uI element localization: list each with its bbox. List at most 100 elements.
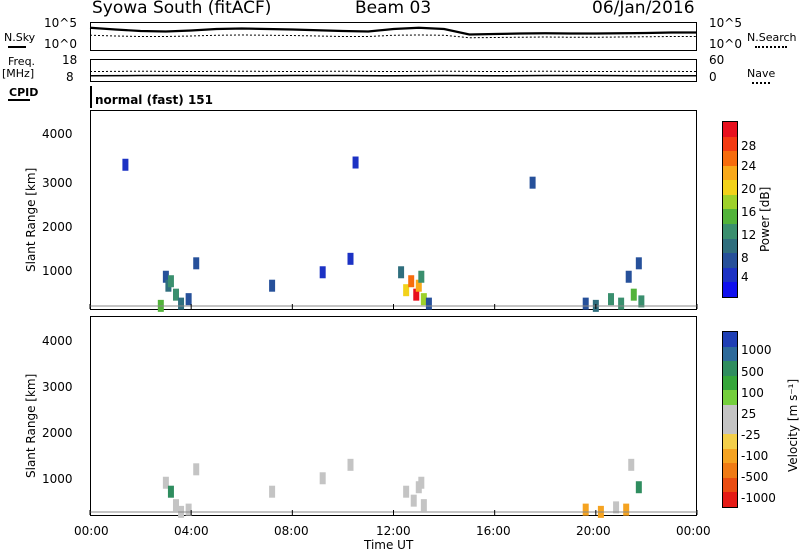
- xaxis-label: Time UT: [364, 538, 414, 552]
- velocity-cell: [418, 476, 425, 489]
- colorbar-segment: [723, 404, 737, 420]
- colorbar-segment: [723, 282, 737, 297]
- colorbar-segment: [723, 361, 737, 376]
- velocity-cell: [635, 481, 642, 494]
- power-cell: [608, 293, 615, 306]
- velocity-cell: [582, 503, 589, 516]
- velocity-cell: [347, 458, 354, 471]
- colorbar-segment: [723, 165, 737, 181]
- cpid-label: CPID: [9, 86, 39, 99]
- velocity-cell: [172, 499, 179, 512]
- power-cell: [635, 257, 642, 270]
- velocity-cell: [410, 494, 417, 507]
- colorbar-segment: [723, 194, 737, 210]
- power-cell: [630, 288, 637, 301]
- xtick: 04:00: [174, 524, 209, 538]
- velocity-cell: [420, 499, 427, 512]
- power-cell: [420, 293, 427, 306]
- power-cell: [122, 158, 129, 171]
- power-cell: [413, 288, 420, 301]
- power-cbar-tick: 28: [741, 139, 757, 153]
- colorbar-segment: [723, 136, 737, 152]
- cpid-marker: [90, 86, 92, 108]
- colorbar-segment: [723, 224, 737, 239]
- power-cell: [625, 270, 632, 283]
- velocity-cbar-tick: 100: [741, 386, 764, 400]
- nsky-line-key: [8, 46, 26, 48]
- freq-label: Freq.: [8, 55, 36, 68]
- power-cell: [398, 266, 405, 279]
- velocity-ytick: 3000: [42, 380, 73, 394]
- station-title: Syowa South (fitACF): [92, 0, 272, 18]
- power-cell: [193, 257, 200, 270]
- velocity-cbar-tick: 25: [741, 407, 757, 421]
- colorbar-segment: [723, 238, 737, 254]
- colorbar-segment: [723, 375, 737, 391]
- xtick: 00:00: [74, 524, 109, 538]
- colorbar-segment: [723, 122, 737, 137]
- power-cell: [185, 293, 192, 306]
- cpid-underline: [8, 99, 30, 101]
- velocity-cell: [628, 458, 635, 471]
- colorbar-segment: [723, 253, 737, 268]
- power-cell: [582, 297, 589, 310]
- power-cell: [172, 288, 179, 301]
- colorbar-segment: [723, 267, 737, 283]
- colorbar-segment: [723, 463, 737, 478]
- nsearch-tick-bottom: 10^0: [709, 37, 742, 51]
- nsky-label: N.Sky: [4, 31, 36, 44]
- xtick: 20:00: [576, 524, 611, 538]
- velocity-cell: [162, 476, 169, 489]
- xtick: 12:00: [376, 524, 411, 538]
- power-cell: [529, 176, 536, 189]
- velocity-ytick: 2000: [42, 426, 73, 440]
- xtick: 00:00: [676, 524, 711, 538]
- power-ytick: 4000: [42, 127, 73, 141]
- power-cbar-tick: 12: [741, 228, 757, 242]
- velocity-cell: [167, 485, 174, 498]
- colorbar-segment: [723, 419, 737, 435]
- nsearch-label: N.Search: [747, 31, 797, 44]
- colorbar-segment: [723, 434, 737, 449]
- power-cbar-tick: 4: [741, 270, 749, 284]
- colorbar-segment: [723, 209, 737, 225]
- power-cell: [408, 275, 415, 288]
- summary-line-n-search: [89, 34, 697, 39]
- power-cell: [403, 284, 410, 297]
- velocity-cbar-tick: 1000: [741, 343, 772, 357]
- beam-title: Beam 03: [355, 0, 432, 18]
- velocity-cell: [269, 485, 276, 498]
- power-cell: [167, 275, 174, 288]
- velocity-colorbar: [722, 331, 738, 508]
- nave-tick-top: 60: [709, 53, 725, 67]
- nsky-tick-top: 10^5: [44, 16, 77, 30]
- power-cbar-tick: 16: [741, 205, 757, 219]
- velocity-cell: [613, 501, 620, 514]
- power-cell: [319, 266, 326, 279]
- power-cell: [347, 252, 354, 265]
- summary-line-n-sky: [89, 26, 697, 36]
- velocity-cell: [319, 472, 326, 485]
- nsearch-tick-top: 10^5: [709, 16, 742, 30]
- freq-tick-bottom: 8: [66, 70, 74, 84]
- power-cell: [162, 270, 169, 283]
- colorbar-segment: [723, 492, 737, 507]
- velocity-cell: [185, 503, 192, 516]
- velocity-cell: [403, 485, 410, 498]
- power-cell: [415, 279, 422, 292]
- power-cell: [269, 279, 276, 292]
- colorbar-segment: [723, 180, 737, 195]
- power-cell: [618, 297, 625, 310]
- power-cell: [418, 270, 425, 283]
- power-cell: [425, 297, 432, 310]
- freq-unit-label: [MHz]: [2, 67, 35, 80]
- power-cell: [178, 297, 185, 310]
- nave-line-key: [752, 82, 770, 84]
- velocity-ytick: 1000: [42, 472, 73, 486]
- power-ytick: 2000: [42, 220, 73, 234]
- xtick: 08:00: [274, 524, 309, 538]
- power-cell: [352, 156, 359, 169]
- power-cell: [638, 295, 645, 308]
- colorbar-segment: [723, 390, 737, 405]
- velocity-cbar-tick: -100: [741, 449, 769, 463]
